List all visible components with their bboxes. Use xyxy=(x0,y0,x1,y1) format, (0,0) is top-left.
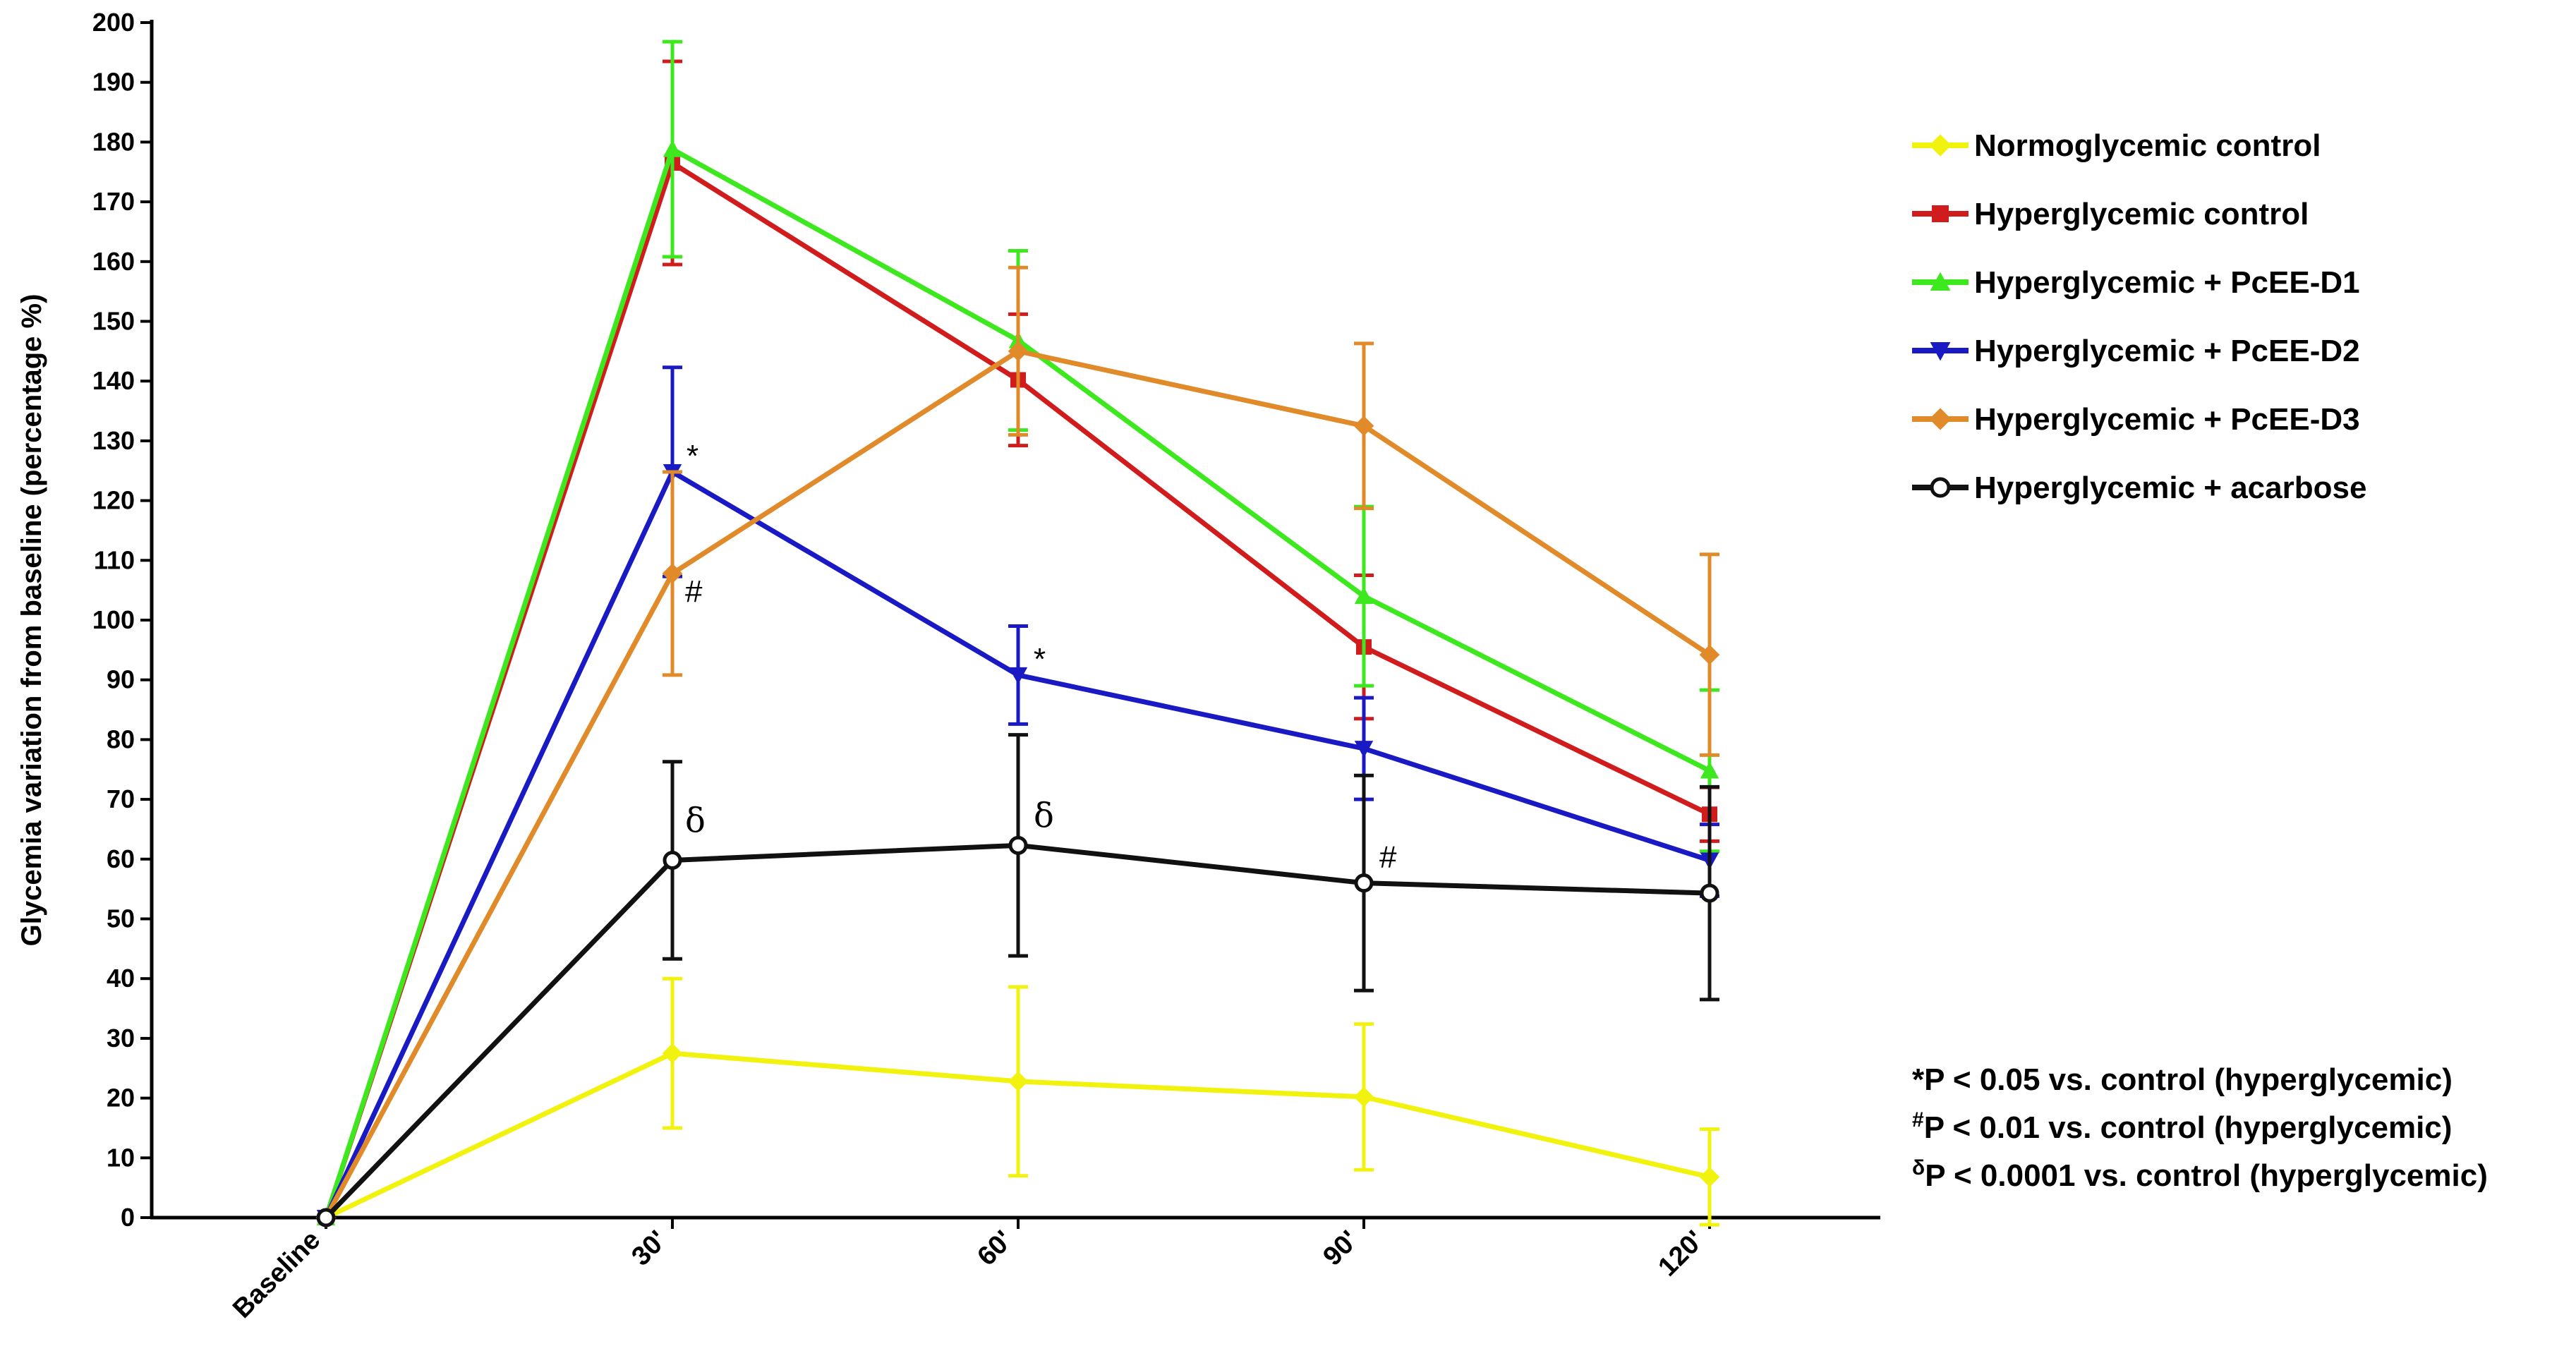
annotation: δ xyxy=(1034,796,1054,835)
annotation: # xyxy=(685,574,703,609)
series-0 xyxy=(315,976,1720,1228)
data-point xyxy=(663,140,682,157)
y-tick-label: 120 xyxy=(92,486,135,515)
significance-symbol: # xyxy=(1912,1108,1924,1132)
series-5 xyxy=(316,733,1719,1227)
legend-swatch-marker xyxy=(1930,342,1951,361)
annotation: * xyxy=(687,439,699,473)
legend-label: Hyperglycemic + PcEE-D2 xyxy=(1974,334,2360,368)
y-tick-label: 90 xyxy=(107,665,135,694)
x-tick-label: 90' xyxy=(1317,1225,1364,1272)
data-point xyxy=(1354,873,1374,893)
legend: Normoglycemic control Hyperglycemic contr… xyxy=(1912,128,2366,505)
data-point xyxy=(1008,1071,1029,1092)
legend-item: Hyperglycemic + PcEE-D3 xyxy=(1912,402,2360,437)
legend-item: Hyperglycemic + PcEE-D1 xyxy=(1912,265,2360,300)
legend-label: Hyperglycemic + PcEE-D1 xyxy=(1974,265,2360,300)
legend-label: Normoglycemic control xyxy=(1974,128,2321,163)
y-tick-label: 70 xyxy=(107,784,135,813)
y-tick-label: 190 xyxy=(92,68,135,97)
significance-symbol: * xyxy=(1912,1062,1925,1097)
y-tick-label: 130 xyxy=(92,426,135,455)
significance-note: #P < 0.01 vs. control (hyperglycemic) xyxy=(1912,1108,2452,1145)
data-point xyxy=(1354,741,1374,758)
y-tick-label: 110 xyxy=(94,545,135,574)
legend-label: Hyperglycemic + acarbose xyxy=(1974,471,2366,505)
x-tick-label: 120' xyxy=(1652,1225,1710,1283)
x-tick-label: Baseline xyxy=(227,1225,326,1324)
data-point xyxy=(662,1043,683,1064)
annotation: δ xyxy=(685,801,706,840)
significance-notes: *P < 0.05 vs. control (hyperglycemic)#P … xyxy=(1912,1062,2488,1193)
y-tick-label: 0 xyxy=(121,1203,135,1232)
data-point xyxy=(663,850,682,870)
y-tick-label: 50 xyxy=(107,904,135,933)
significance-note: *P < 0.05 vs. control (hyperglycemic) xyxy=(1912,1062,2453,1097)
data-point xyxy=(1354,586,1374,605)
y-tick-label: 170 xyxy=(92,187,135,216)
legend-swatch-marker xyxy=(1929,134,1952,157)
legend-item: Hyperglycemic control xyxy=(1912,197,2309,231)
significance-note: δP < 0.0001 vs. control (hyperglycemic) xyxy=(1912,1156,2488,1193)
data-point xyxy=(1353,416,1374,437)
data-point xyxy=(1008,667,1028,685)
data-point xyxy=(1699,1167,1720,1187)
annotations: * # * δ δ # xyxy=(685,439,1397,875)
significance-text: P < 0.01 vs. control (hyperglycemic) xyxy=(1924,1110,2453,1145)
data-point xyxy=(1008,835,1028,855)
y-tick-label: 40 xyxy=(107,964,135,993)
data-point xyxy=(316,1208,336,1227)
y-tick-label: 140 xyxy=(92,366,135,395)
legend-label: Hyperglycemic + PcEE-D3 xyxy=(1974,402,2360,437)
data-point xyxy=(662,563,683,584)
y-tick-label: 100 xyxy=(92,605,135,634)
data-point xyxy=(1699,644,1720,665)
data-point xyxy=(1700,761,1719,779)
legend-swatch-marker xyxy=(1929,408,1952,430)
legend-swatch-marker xyxy=(1932,205,1949,222)
y-tick-label: 180 xyxy=(92,127,135,156)
series-group xyxy=(315,40,1720,1228)
y-tick-label: 60 xyxy=(107,844,135,873)
x-tick-label: 60' xyxy=(972,1225,1018,1272)
data-point xyxy=(1353,1086,1374,1108)
axes: 0 10 20 30 40 50 60 70 80 90 100 110 120 130 140 150 160… xyxy=(16,8,1880,1324)
legend-label: Hyperglycemic control xyxy=(1974,197,2309,231)
legend-item: Normoglycemic control xyxy=(1912,128,2321,163)
x-tick-label: 30' xyxy=(626,1225,672,1272)
y-tick-label: 30 xyxy=(107,1024,135,1053)
significance-text: P < 0.05 vs. control (hyperglycemic) xyxy=(1924,1062,2453,1097)
significance-symbol: δ xyxy=(1912,1156,1925,1180)
y-tick-label: 10 xyxy=(107,1143,135,1172)
y-tick-label: 150 xyxy=(92,307,135,336)
y-tick-label: 160 xyxy=(92,247,135,276)
y-tick-label: 80 xyxy=(107,725,135,753)
legend-swatch-marker xyxy=(1930,272,1951,291)
legend-item: Hyperglycemic + acarbose xyxy=(1912,471,2366,505)
y-tick-label: 20 xyxy=(107,1084,135,1113)
legend-item: Hyperglycemic + PcEE-D2 xyxy=(1912,334,2360,368)
data-point xyxy=(1700,883,1719,903)
annotation: * xyxy=(1034,642,1046,677)
y-tick-label: 200 xyxy=(92,8,135,37)
legend-swatch-marker xyxy=(1930,477,1951,498)
series-4 xyxy=(315,265,1720,1228)
significance-text: P < 0.0001 vs. control (hyperglycemic) xyxy=(1925,1158,2488,1193)
annotation: # xyxy=(1379,840,1397,875)
y-axis-label: Glycemia variation from baseline (percen… xyxy=(16,294,47,947)
data-point xyxy=(1008,341,1029,362)
